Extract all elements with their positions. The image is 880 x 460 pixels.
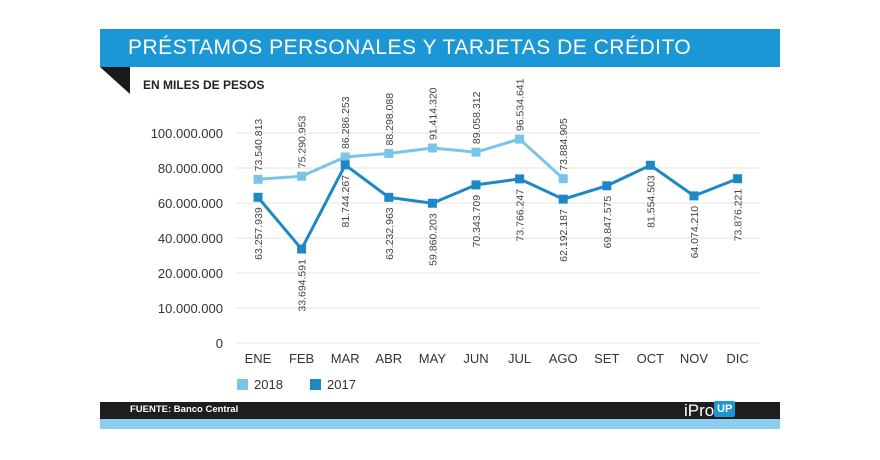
- y-tick-label: 80.000.000: [158, 161, 223, 176]
- data-point-2017: [733, 174, 743, 184]
- y-tick-label: 0: [216, 336, 223, 351]
- x-tick-label: OCT: [637, 351, 665, 366]
- data-label-2018: 75.290.953: [297, 116, 309, 169]
- legend-swatch-2018: [237, 379, 248, 390]
- data-label-2017: 69.847.575: [602, 196, 614, 249]
- data-label-2017: 64.074.210: [689, 206, 701, 259]
- data-point-2018: [253, 174, 263, 184]
- gridlines: [236, 132, 760, 344]
- data-point-2017: [471, 180, 481, 190]
- series-line-2018: [257, 137, 565, 181]
- series-lines: [256, 137, 739, 251]
- ipro-up-logo: iPro UP: [676, 398, 748, 425]
- data-labels: 73.540.813 75.290.953 86.286.253 88.298.088…: [253, 78, 745, 311]
- series-line-2017: [256, 163, 739, 251]
- data-point-2018: [384, 148, 394, 158]
- legend-swatch-2017: [310, 379, 321, 390]
- data-point-2017: [384, 192, 394, 202]
- data-point-2018: [427, 143, 437, 153]
- data-point-2018: [558, 174, 568, 184]
- logo-badge: UP: [714, 401, 736, 417]
- data-label-2018: 88.298.088: [384, 93, 396, 146]
- data-label-2018: 96.534.641: [515, 78, 527, 131]
- data-point-2018: [297, 171, 307, 181]
- data-point-2018: [471, 147, 481, 157]
- logo-text: iPro: [684, 401, 715, 420]
- y-tick-label: 40.000.000: [158, 231, 223, 246]
- source-note: FUENTE: Banco Central: [130, 404, 239, 415]
- data-point-2017: [689, 191, 699, 201]
- x-tick-label: FEB: [289, 351, 314, 366]
- x-tick-label: AGO: [549, 351, 578, 366]
- data-point-2017: [427, 198, 437, 208]
- data-point-2018: [515, 134, 525, 144]
- title-banner: PRÉSTAMOS PERSONALES Y TARJETAS DE CRÉDI…: [100, 29, 780, 67]
- data-label-2018: 91.414.320: [427, 87, 439, 140]
- data-label-2018: 86.286.253: [340, 96, 352, 149]
- x-tick-label: JUL: [508, 351, 531, 366]
- x-tick-label: NOV: [680, 351, 709, 366]
- x-tick-label: JUN: [463, 351, 488, 366]
- data-label-2017: 81.554.503: [645, 175, 657, 228]
- data-point-2017: [645, 160, 655, 170]
- data-label-2017: 70.343.709: [471, 195, 483, 248]
- data-point-2017: [297, 244, 307, 254]
- data-point-2017: [340, 160, 350, 170]
- x-tick-label: ENE: [245, 351, 272, 366]
- data-label-2017: 63.257.939: [253, 207, 265, 260]
- x-tick-label: ABR: [375, 351, 402, 366]
- data-label-2017: 73.876.221: [733, 189, 745, 242]
- series-markers: [253, 134, 743, 254]
- x-tick-label: SET: [594, 351, 619, 366]
- y-axis-ticks: 0 10.000.000 20.000.000 40.000.000 60.000.00…: [151, 126, 223, 351]
- y-tick-label: 10.000.000: [158, 301, 223, 316]
- y-tick-label: 60.000.000: [158, 196, 223, 211]
- data-label-2018: 73.540.813: [253, 119, 265, 172]
- x-axis-ticks: ENE FEB MAR ABR MAY JUN JUL AGO SET OCT NOV DIC: [245, 351, 749, 366]
- data-point-2017: [602, 181, 612, 191]
- data-label-2018: 89.058.312: [471, 91, 483, 144]
- footer-bar: FUENTE: Banco Central: [100, 402, 780, 419]
- data-label-2017: 73.766.247: [515, 189, 527, 242]
- data-label-2018: 73.884.905: [558, 118, 570, 171]
- y-axis-unit-label: EN MILES DE PESOS: [143, 78, 265, 92]
- banner-fold: [100, 67, 130, 94]
- data-point-2017: [253, 192, 263, 202]
- data-label-2017: 63.232.963: [384, 207, 396, 260]
- data-point-2018: [340, 152, 350, 162]
- x-tick-label: DIC: [726, 351, 748, 366]
- chart-title: PRÉSTAMOS PERSONALES Y TARJETAS DE CRÉDI…: [128, 36, 692, 59]
- data-label-2017: 81.744.267: [340, 175, 352, 228]
- data-point-2017: [515, 174, 525, 184]
- x-tick-label: MAY: [419, 351, 447, 366]
- x-tick-label: MAR: [331, 351, 360, 366]
- data-label-2017: 62.192.187: [558, 209, 570, 262]
- data-label-2017: 59.860.203: [427, 213, 439, 266]
- data-label-2017: 33.694.591: [297, 259, 309, 312]
- data-point-2017: [558, 194, 568, 204]
- y-tick-label: 20.000.000: [158, 266, 223, 281]
- y-tick-label: 100.000.000: [151, 126, 223, 141]
- legend-label-2017: 2017: [327, 377, 356, 392]
- legend-label-2018: 2018: [254, 377, 283, 392]
- footer-stripe: [100, 419, 780, 429]
